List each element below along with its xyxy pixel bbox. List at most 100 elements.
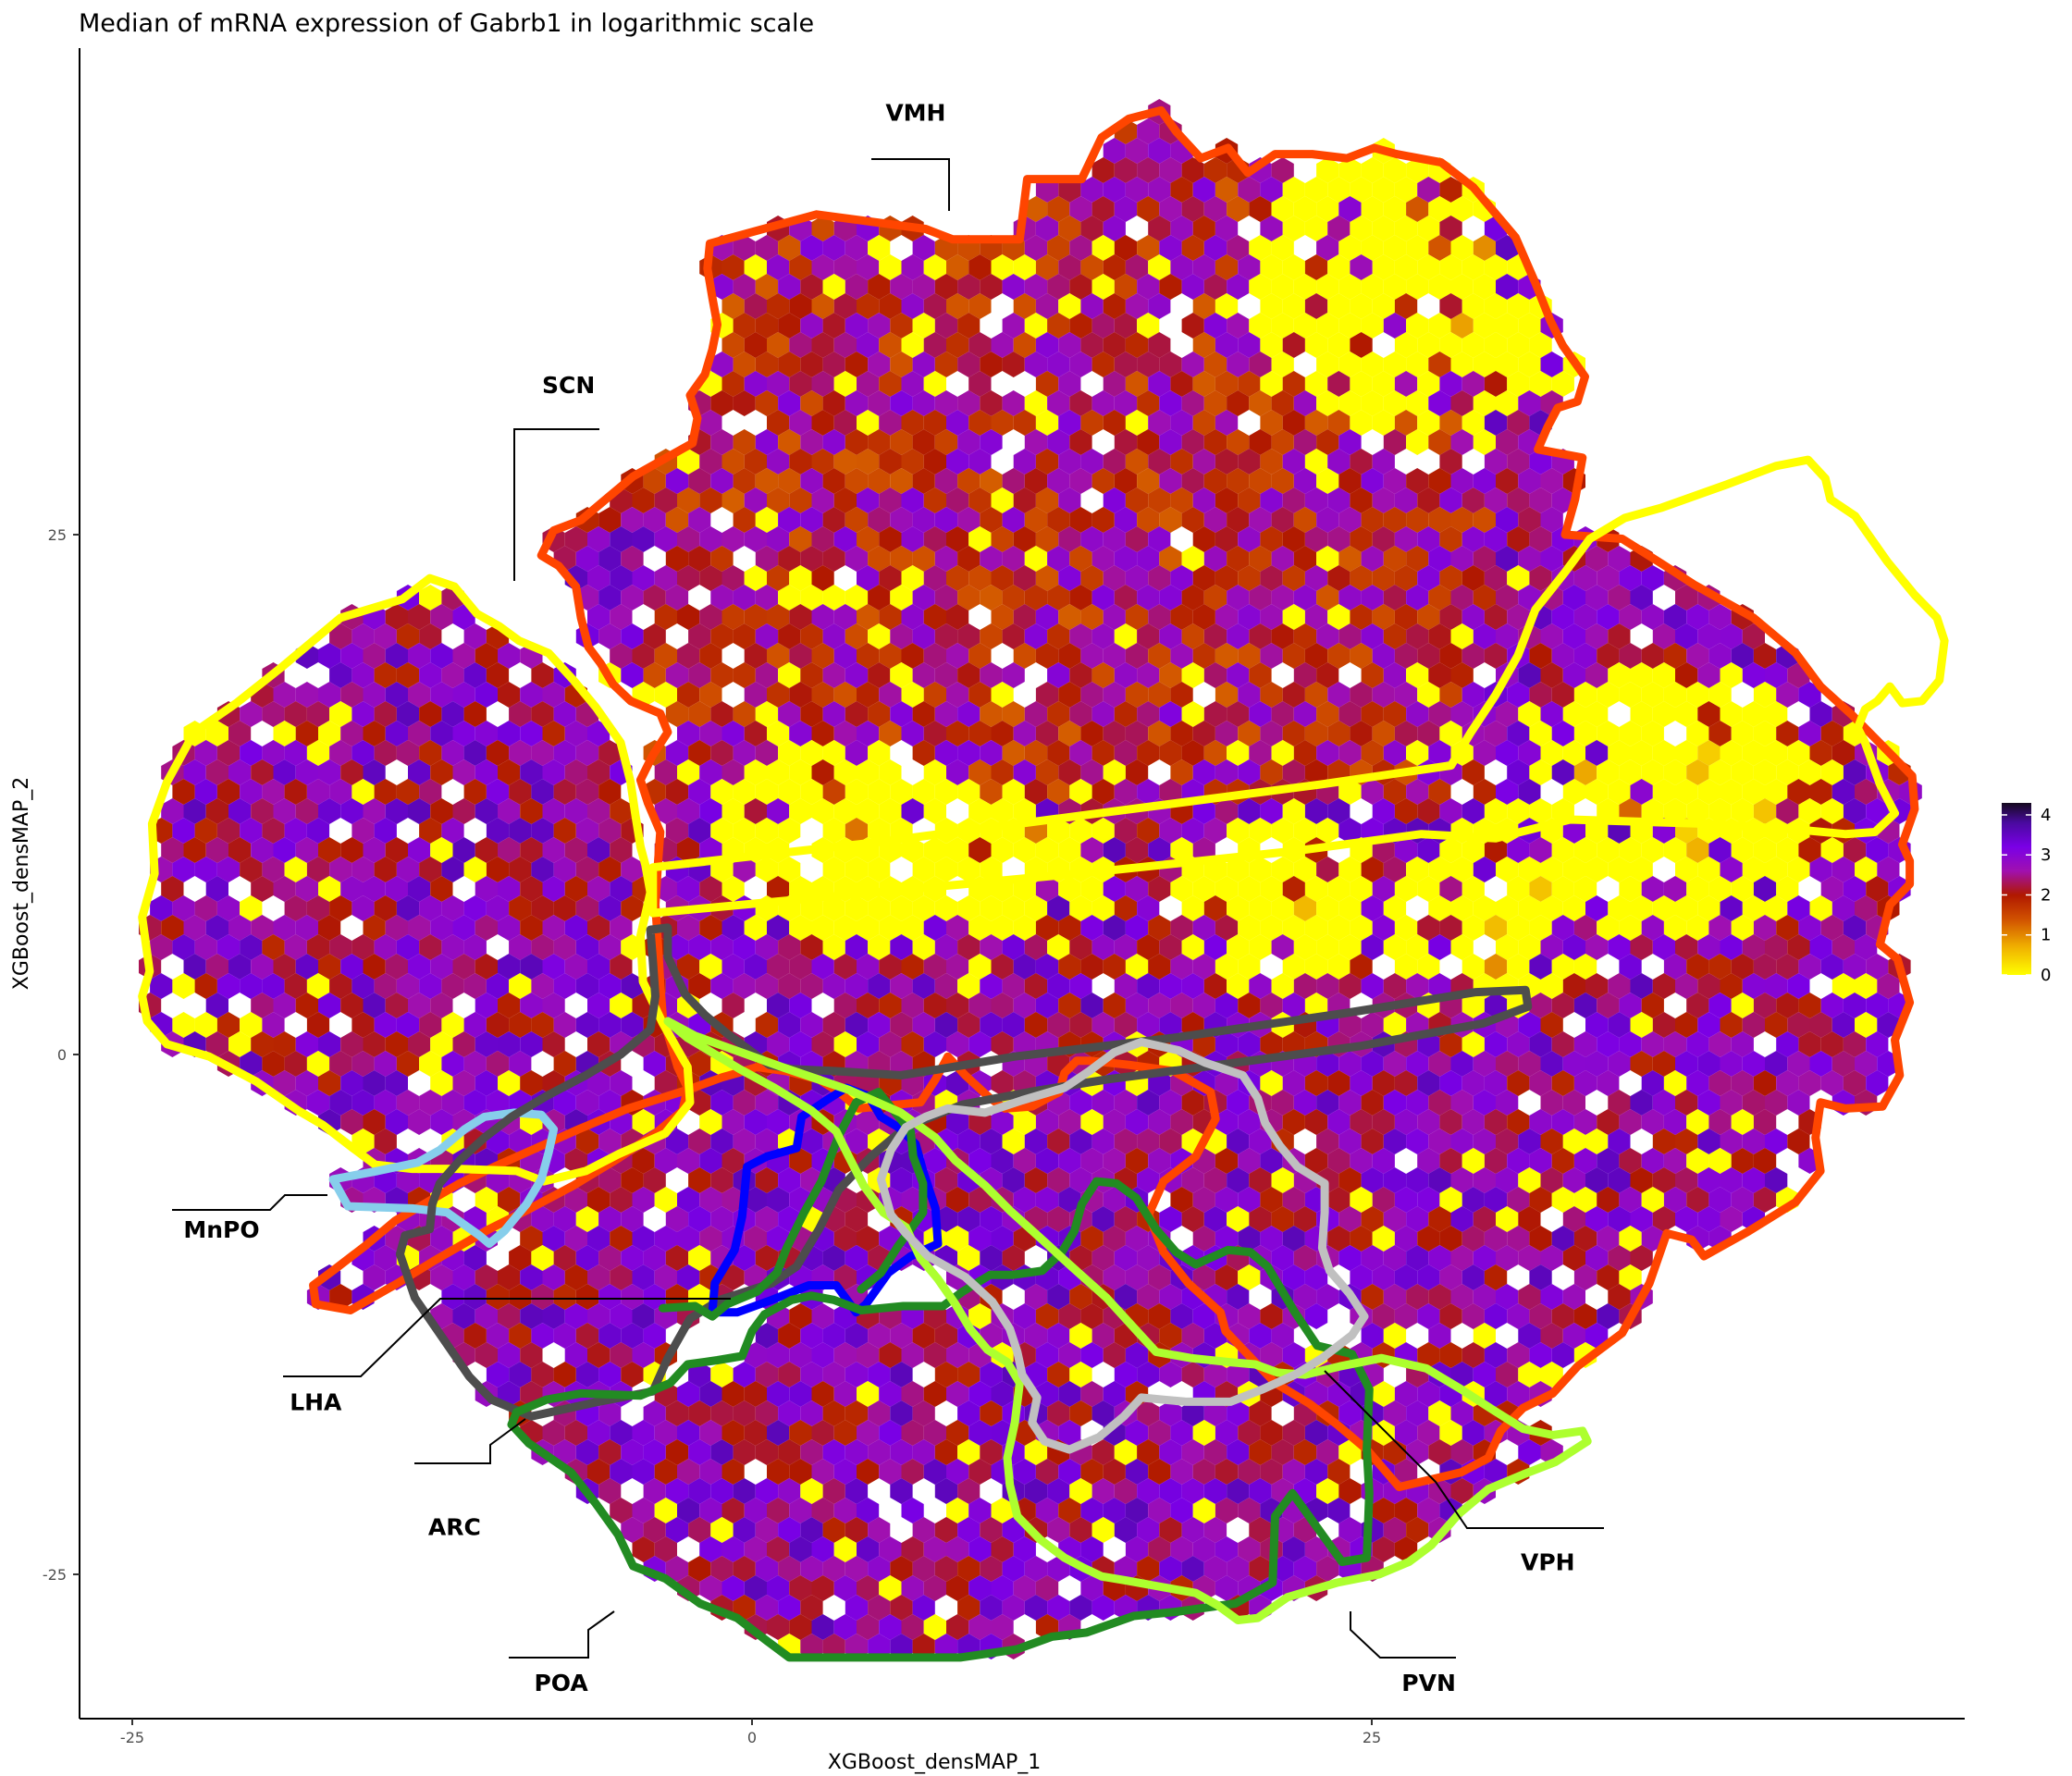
hex-bin xyxy=(1035,1498,1059,1523)
hex-bin xyxy=(1597,682,1620,708)
hex-bin xyxy=(677,449,700,475)
hex-bin xyxy=(1663,915,1687,941)
hex-bin xyxy=(408,682,431,708)
hex-bin xyxy=(1496,1090,1519,1116)
hex-bin xyxy=(1293,1090,1317,1116)
hex-bin xyxy=(1080,1303,1104,1329)
hex-bin xyxy=(980,1556,1003,1582)
hex-bin xyxy=(833,721,857,746)
hex-bin xyxy=(1573,876,1597,902)
hex-bin xyxy=(688,1517,711,1543)
hex-bin xyxy=(1282,721,1305,746)
hex-bin xyxy=(755,857,779,882)
hex-bin xyxy=(408,604,431,630)
hex-bin xyxy=(1776,721,1799,746)
hex-bin xyxy=(632,643,655,669)
hex-bin xyxy=(1148,876,1171,902)
hex-bin xyxy=(1203,352,1227,377)
hex-bin xyxy=(1562,1323,1585,1349)
hex-bin xyxy=(1181,352,1204,377)
hex-bin xyxy=(1708,643,1732,669)
hex-bin xyxy=(295,798,318,824)
hex-bin xyxy=(1227,1478,1250,1504)
hex-bin xyxy=(1652,895,1675,921)
hex-bin xyxy=(161,837,184,863)
hex-bin xyxy=(587,1459,610,1485)
hex-bin xyxy=(1170,216,1193,241)
hex-bin xyxy=(1215,410,1239,436)
hex-bin xyxy=(1260,332,1283,358)
hex-bin xyxy=(509,1362,532,1388)
hex-bin xyxy=(1282,954,1305,980)
hex-bin xyxy=(833,1226,857,1252)
hex-bin xyxy=(1383,857,1407,882)
hex-bin xyxy=(789,449,812,475)
hex-bin xyxy=(1496,235,1519,261)
hex-bin xyxy=(868,352,891,377)
leader-line-lha xyxy=(283,1298,731,1377)
hex-bin xyxy=(1327,721,1350,746)
hex-bin xyxy=(1192,1264,1215,1290)
hex-bin xyxy=(699,487,722,513)
hex-bin xyxy=(1192,915,1215,941)
hex-bin xyxy=(1002,934,1025,960)
hex-bin xyxy=(1697,662,1720,688)
hex-bin xyxy=(755,546,779,572)
hex-bin xyxy=(879,1381,902,1407)
hex-bin xyxy=(1125,643,1149,669)
hex-bin xyxy=(1035,1575,1059,1601)
hex-bin xyxy=(789,1381,812,1407)
hex-bin xyxy=(1798,721,1821,746)
hex-bin xyxy=(1293,1439,1317,1465)
hex-bin xyxy=(1013,1109,1036,1135)
hex-bin xyxy=(1192,1459,1215,1485)
hex-bin xyxy=(688,623,711,649)
hex-bin xyxy=(934,1167,958,1193)
hex-bin xyxy=(1417,1070,1440,1096)
hex-bin xyxy=(228,721,252,746)
hex-bin xyxy=(1069,235,1092,261)
hex-bin xyxy=(430,682,453,708)
hex-bin xyxy=(1720,934,1743,960)
hex-bin xyxy=(868,934,891,960)
hex-bin xyxy=(890,973,913,999)
hex-bin xyxy=(1125,1420,1149,1446)
hex-bin xyxy=(1304,721,1328,746)
hex-bin xyxy=(1316,895,1339,921)
hex-bin xyxy=(306,740,330,766)
hex-bin xyxy=(1406,1206,1429,1232)
hex-bin xyxy=(396,623,420,649)
hex-bin xyxy=(1484,332,1508,358)
hex-bin xyxy=(1260,1342,1283,1368)
hex-bin xyxy=(1260,177,1283,203)
hex-bin xyxy=(1227,468,1250,494)
hex-bin xyxy=(868,507,891,533)
hex-bin xyxy=(340,954,364,980)
hex-bin xyxy=(968,332,992,358)
hex-bin xyxy=(789,1420,812,1446)
hex-bin xyxy=(1496,352,1519,377)
hex-bin xyxy=(172,1012,195,1038)
hex-bin xyxy=(868,1012,891,1038)
hex-bin xyxy=(340,993,364,1018)
hex-bin xyxy=(1215,332,1239,358)
hex-bin xyxy=(767,293,790,319)
hex-bin xyxy=(419,701,442,727)
hex-bin xyxy=(811,1381,834,1407)
hex-bin xyxy=(374,1245,397,1271)
hex-bin xyxy=(1159,1012,1182,1038)
hex-bin xyxy=(1013,1303,1036,1329)
hex-bin xyxy=(1529,915,1552,941)
hex-bin xyxy=(1787,1012,1810,1038)
hex-bin xyxy=(1058,1498,1081,1523)
hex-bin xyxy=(587,1187,610,1213)
hex-bin xyxy=(273,993,296,1018)
hex-bin xyxy=(901,1614,924,1640)
hex-bin xyxy=(1114,507,1138,533)
hex-bin xyxy=(1518,1128,1541,1154)
hex-bin xyxy=(1731,1148,1754,1174)
hex-bin xyxy=(890,623,913,649)
hex-bin xyxy=(822,1362,845,1388)
hex-bin xyxy=(1316,352,1339,377)
hex-bin xyxy=(1877,857,1900,882)
